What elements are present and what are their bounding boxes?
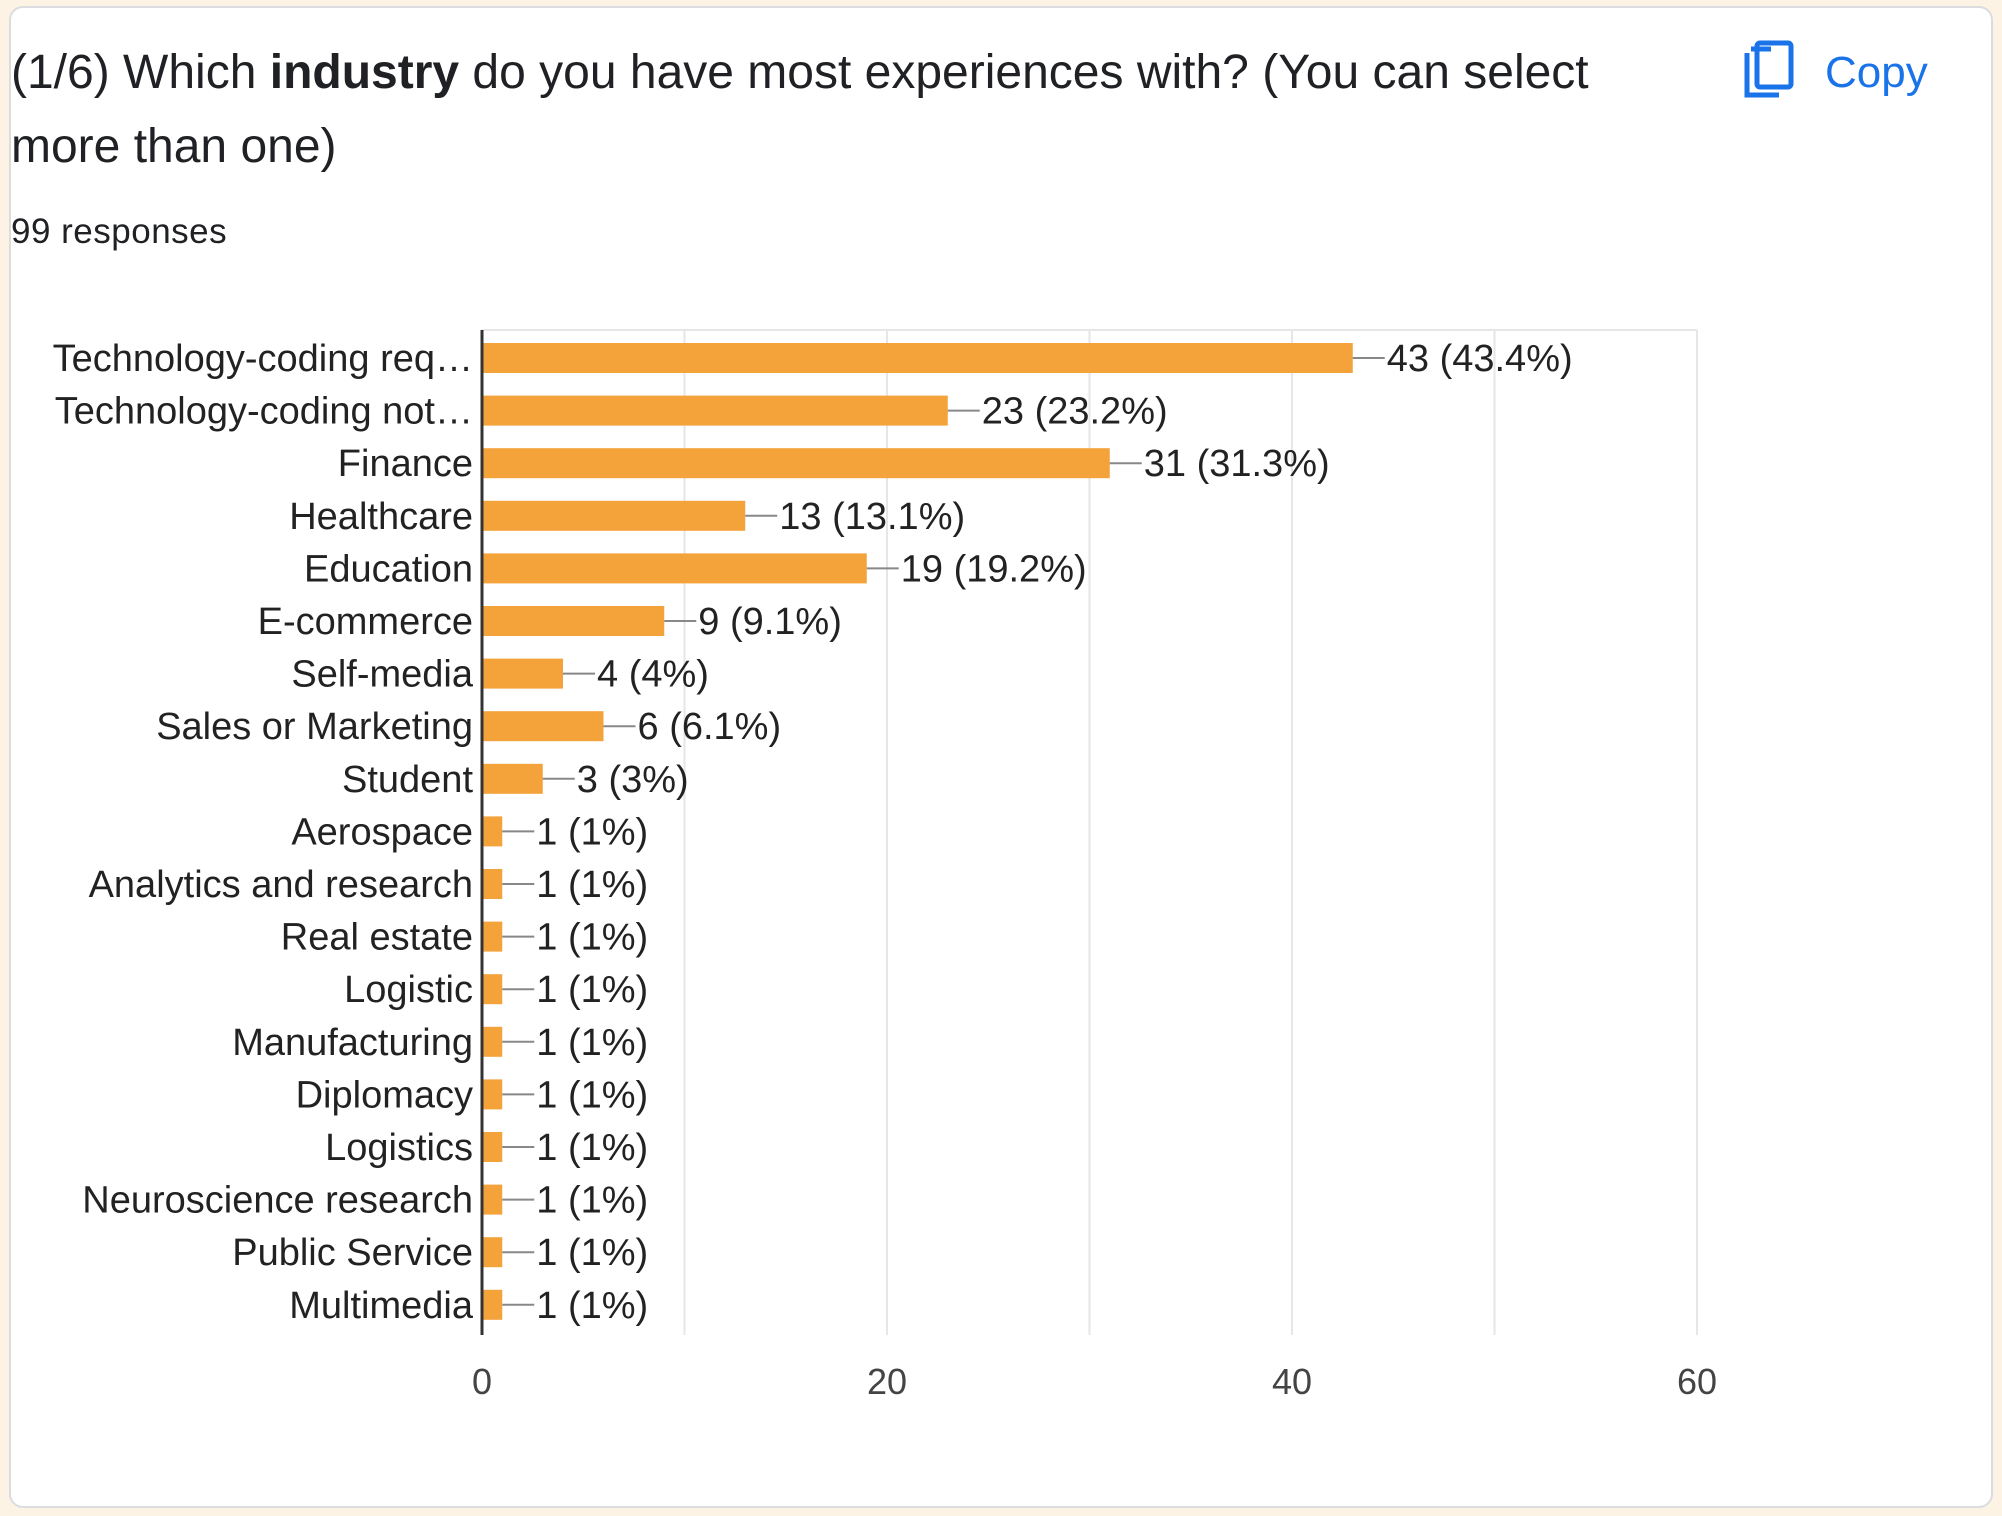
copy-button[interactable]: Copy [1741,28,1971,118]
data-label: 1 (1%) [536,811,648,853]
data-label: 6 (6.1%) [638,706,782,748]
bar [482,658,563,689]
category-label: Student [342,759,473,801]
x-tick-label: 60 [1677,1361,1717,1402]
title-bold-keyword: industry [269,46,460,99]
data-label: 13 (13.1%) [779,496,965,538]
bar [482,606,665,636]
category-label: Education [304,548,473,590]
x-tick-label: 0 [472,1361,492,1402]
category-label: Sales or Marketing [156,706,473,748]
bar [482,711,604,742]
category-label: Multimedia [289,1285,474,1327]
bar [482,553,867,584]
bar [482,500,746,531]
bar [482,974,503,1005]
data-label: 9 (9.1%) [698,601,842,643]
data-label: 1 (1%) [536,1022,648,1064]
bar [482,869,503,899]
category-label: Logistics [325,1127,473,1169]
bar [482,1184,503,1215]
data-label: 4 (4%) [597,654,709,696]
data-label: 43 (43.4%) [1387,338,1573,380]
category-label: E-commerce [258,601,473,643]
category-label: Analytics and research [89,864,473,906]
data-label: 19 (19.2%) [901,548,1087,590]
bar [482,1237,503,1268]
copy-label: Copy [1825,48,1928,97]
data-label: 1 (1%) [536,1127,648,1169]
bar [482,395,948,426]
category-label: Manufacturing [232,1022,473,1064]
bar [482,1026,503,1057]
category-label: Technology-coding req… [53,338,473,380]
data-label: 3 (3%) [577,759,689,801]
bar-chart: Technology-coding req… 43 (43.4%) Technolo… [53,329,1717,1402]
title-suffix: do you have most experiences with? (You … [11,46,1589,173]
category-label: Public Service [232,1232,473,1274]
question-card: (1/6) Which industry do you have most ex… [9,6,1993,1508]
category-label: Finance [338,443,473,485]
bar [482,921,503,952]
bar [482,343,1353,373]
data-label: 31 (31.3%) [1144,443,1330,485]
category-label: Diplomacy [296,1074,473,1116]
question-title: (1/6) Which industry do you have most ex… [11,36,1691,184]
bar [482,763,543,794]
data-label: 1 (1%) [536,1232,648,1274]
copy-icon [1741,39,1797,108]
title-prefix: (1/6) Which [11,46,270,99]
category-label: Logistic [344,969,473,1011]
data-label: 1 (1%) [536,917,648,959]
category-label: Healthcare [289,496,473,538]
category-label: Real estate [281,917,473,959]
data-label: 1 (1%) [536,1285,648,1327]
category-label: Technology-coding not… [55,391,473,433]
data-label: 1 (1%) [536,1074,648,1116]
data-label: 1 (1%) [536,864,648,906]
x-tick-label: 40 [1272,1361,1312,1402]
data-label: 1 (1%) [536,969,648,1011]
x-tick-label: 20 [867,1361,907,1402]
category-label: Self-media [291,654,473,696]
data-label: 23 (23.2%) [982,391,1168,433]
bar [482,1132,503,1162]
bar [482,816,503,847]
bar [482,1079,503,1110]
category-label: Aerospace [291,811,473,853]
data-label: 1 (1%) [536,1180,648,1222]
bar [482,448,1110,479]
response-count: 99 responses [11,212,228,251]
bar [482,1289,503,1320]
category-label: Neuroscience research [82,1180,473,1222]
